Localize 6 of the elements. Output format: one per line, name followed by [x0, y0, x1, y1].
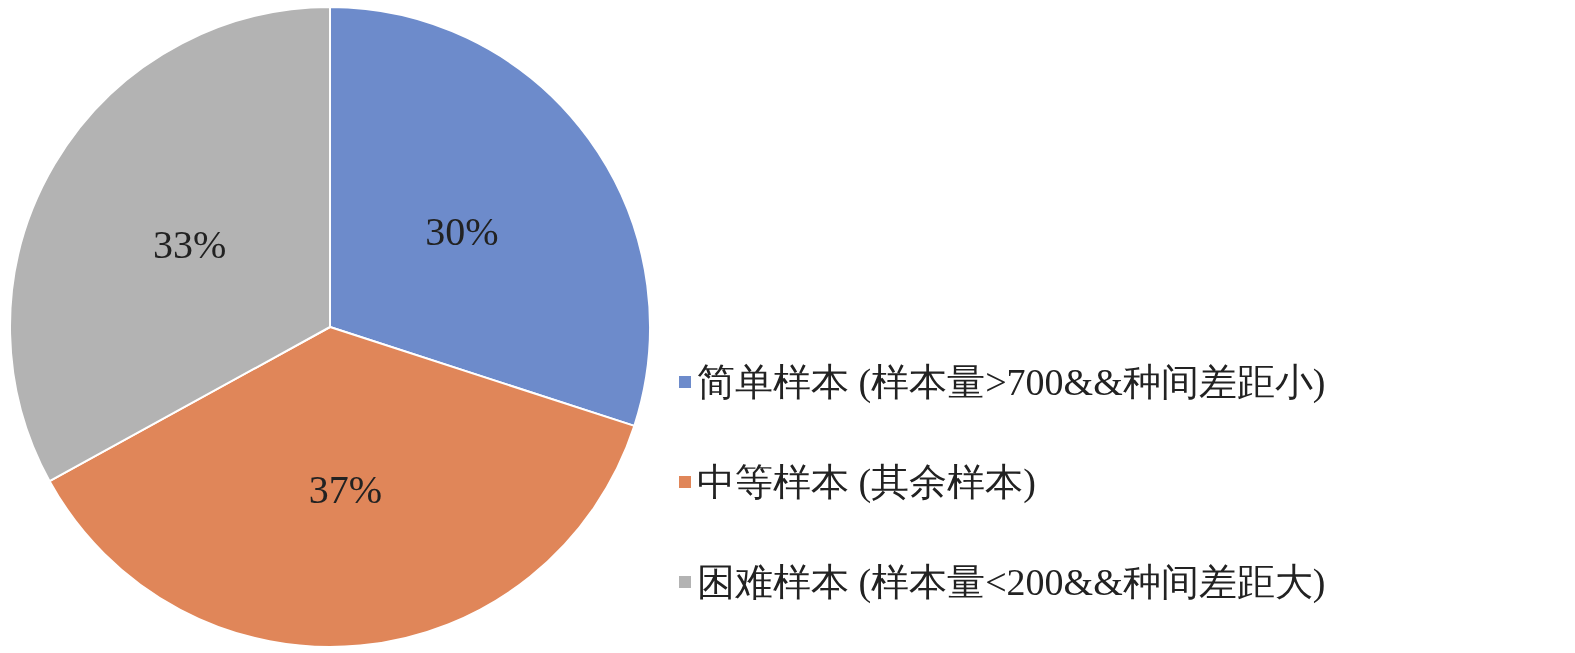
legend-label: 困难样本 (样本量<200&&种间差距大)	[697, 561, 1326, 604]
legend-label: 中等样本 (其余样本)	[697, 461, 1036, 504]
data-label: 33%	[153, 221, 227, 267]
data-label: 37%	[308, 466, 382, 512]
data-label: 30%	[425, 208, 499, 254]
legend-label: 简单样本 (样本量>700&&种间差距小)	[697, 361, 1326, 404]
